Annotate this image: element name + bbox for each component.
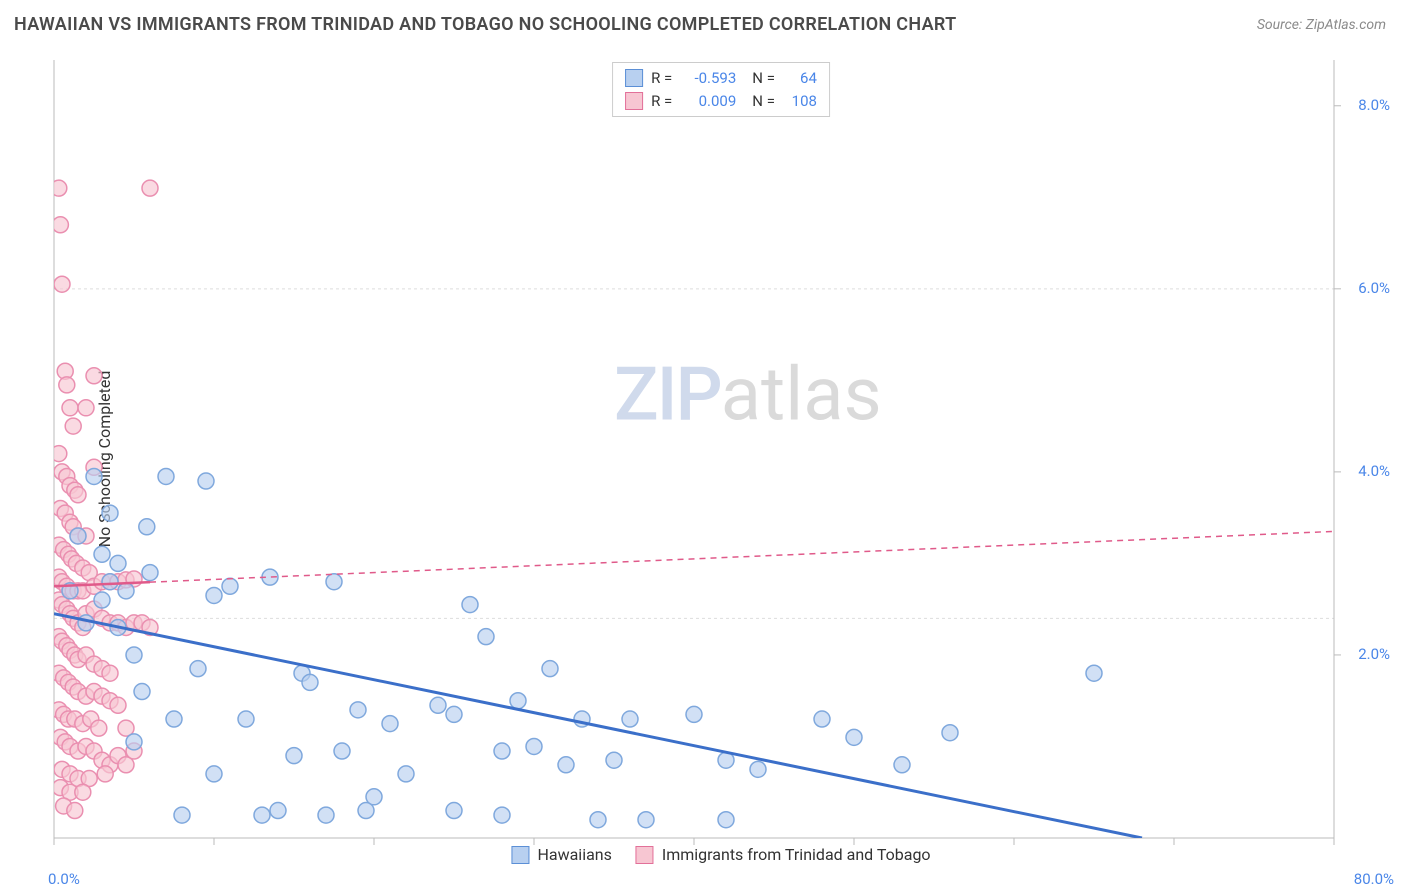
correlation-row: R =-0.593 N =64	[625, 67, 817, 90]
series-swatch	[625, 92, 643, 110]
correlation-row: R =0.009 N =108	[625, 90, 817, 113]
series-swatch	[636, 846, 654, 864]
y-axis-tick-label: 8.0%	[1358, 96, 1390, 114]
series-swatch	[625, 69, 643, 87]
chart-title: HAWAIIAN VS IMMIGRANTS FROM TRINIDAD AND…	[14, 14, 956, 35]
x-axis-max-label: 80.0%	[1354, 870, 1394, 888]
scatter-plot	[50, 56, 1392, 862]
correlation-legend: R =-0.593 N =64 R =0.009 N =108	[612, 62, 830, 117]
series-legend: Hawaiians Immigrants from Trinidad and To…	[505, 845, 936, 864]
legend-item: Hawaiians	[511, 845, 611, 864]
chart-area: No Schooling Completed ZIPatlas R =-0.59…	[50, 56, 1392, 862]
legend-item: Immigrants from Trinidad and Tobago	[636, 845, 931, 864]
y-axis-tick-label: 2.0%	[1358, 645, 1390, 663]
x-axis-min-label: 0.0%	[48, 870, 80, 888]
legend-label: Immigrants from Trinidad and Tobago	[662, 845, 931, 864]
source-attribution: Source: ZipAtlas.com	[1257, 17, 1386, 33]
legend-label: Hawaiians	[537, 845, 611, 864]
y-axis-tick-label: 6.0%	[1358, 279, 1390, 297]
series-swatch	[511, 846, 529, 864]
y-axis-tick-label: 4.0%	[1358, 462, 1390, 480]
